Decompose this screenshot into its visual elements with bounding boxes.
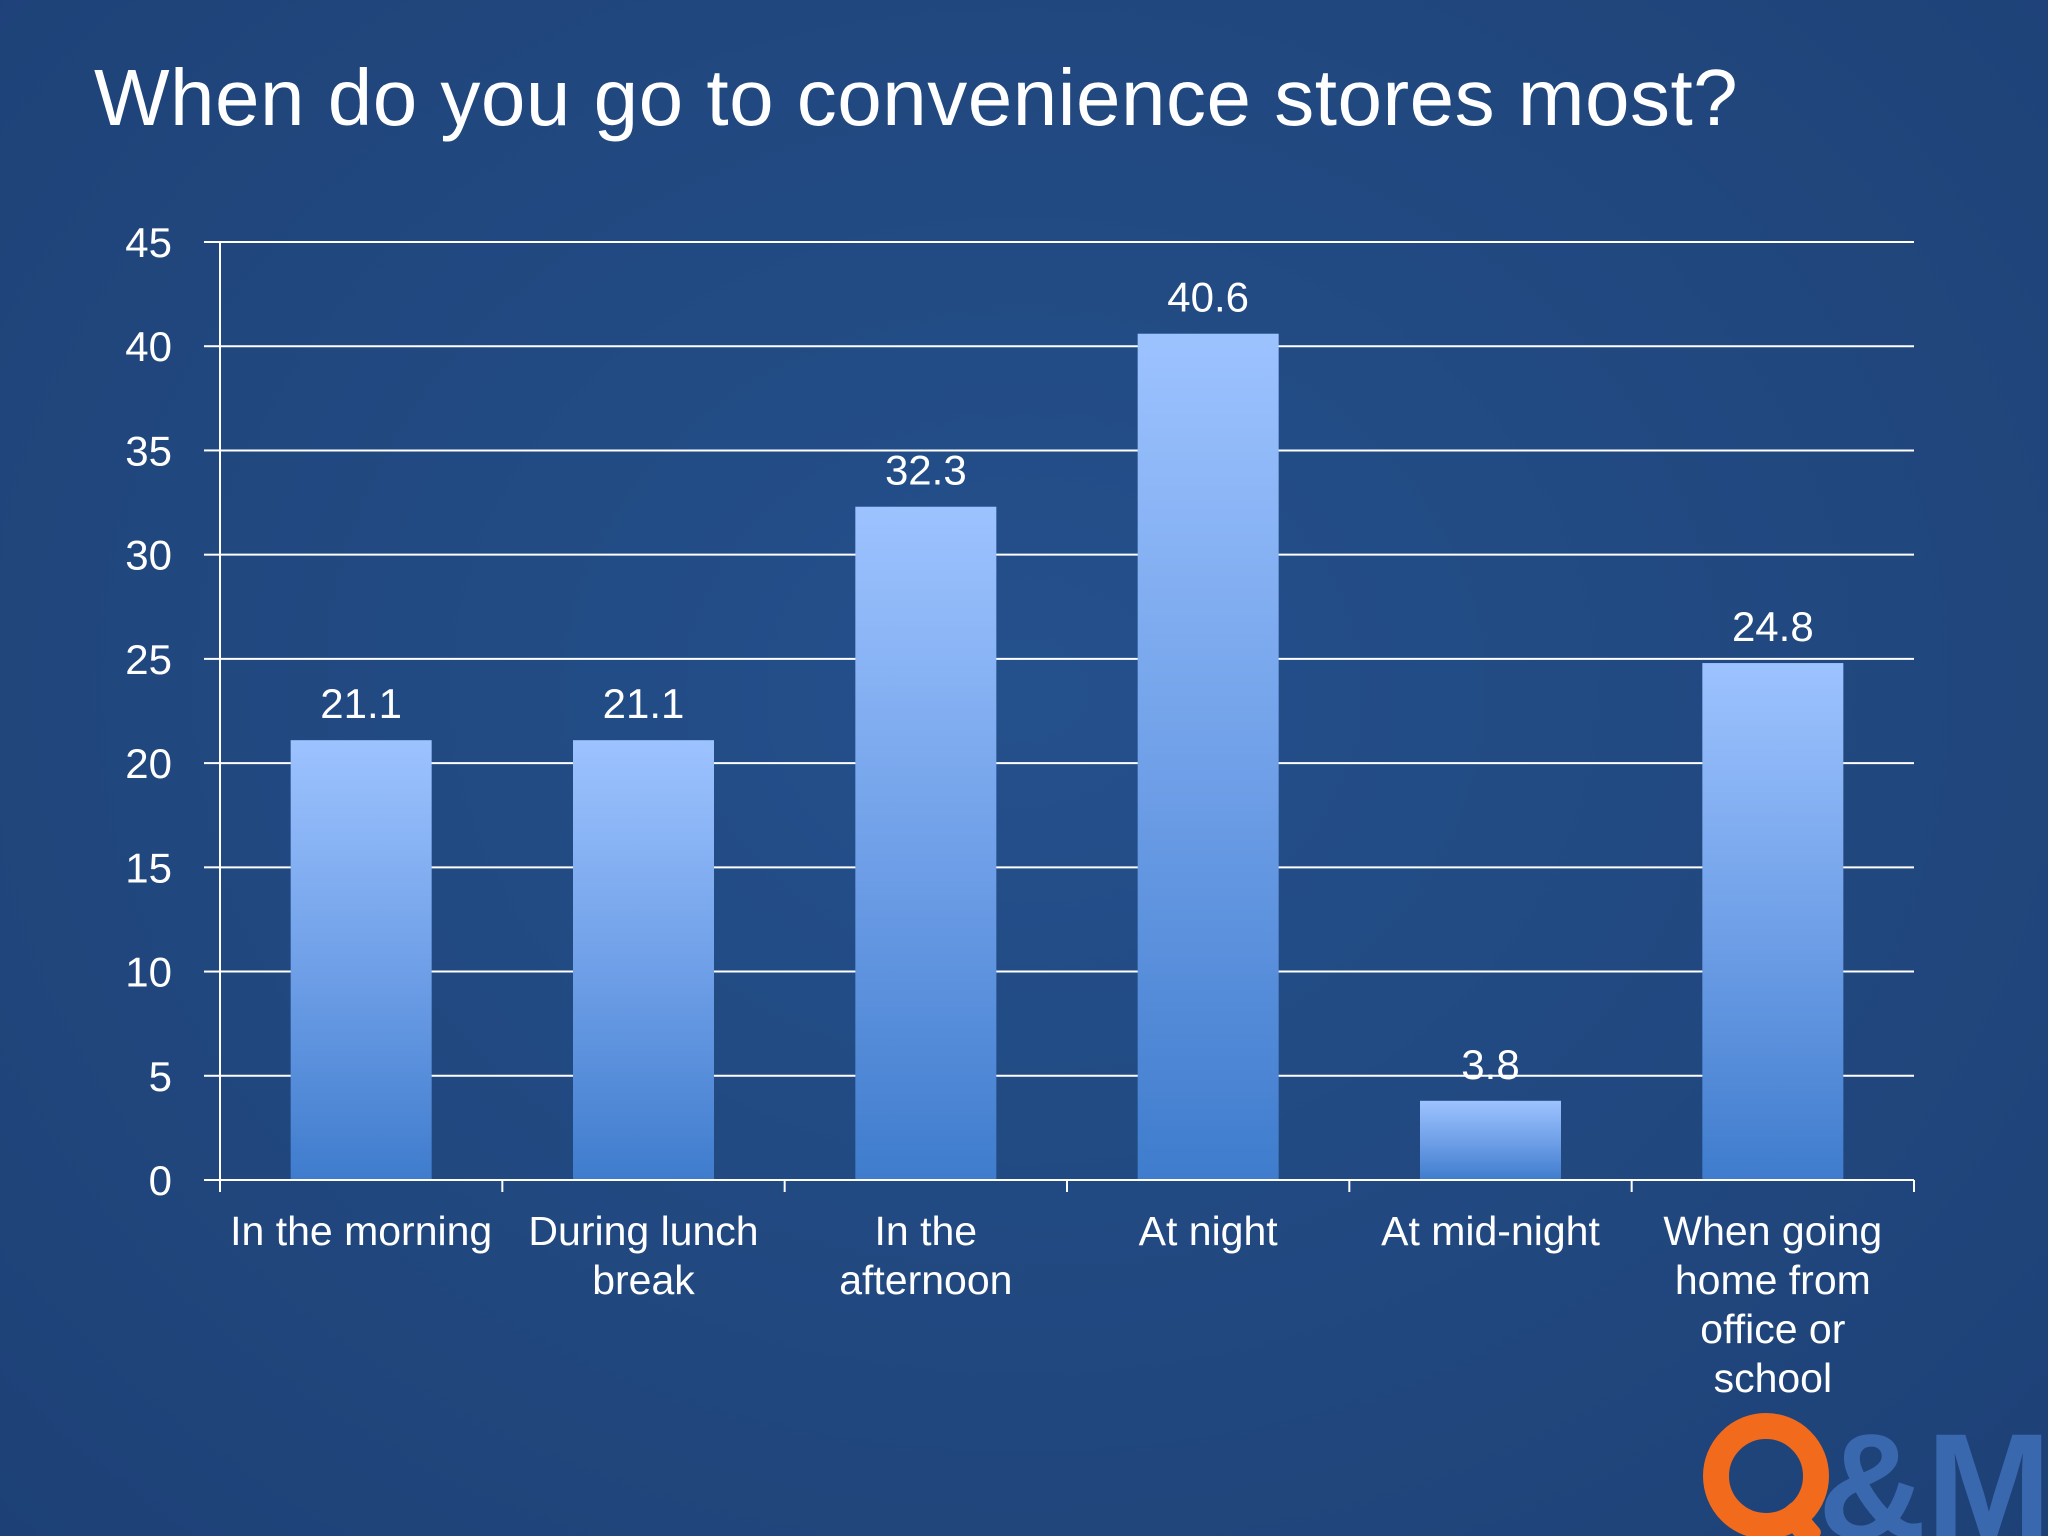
x-tick-label-line: During lunch [528, 1208, 758, 1254]
x-tick-label-line: school [1714, 1355, 1833, 1401]
axes [204, 241, 1915, 1192]
q-and-me-logo: &Me [1700, 1410, 2048, 1536]
chart-title: When do you go to convenience stores mos… [94, 53, 1739, 142]
x-tick-label-line: In the [875, 1208, 978, 1254]
x-tick-label: In the afternoon [839, 1208, 1012, 1303]
y-tick-label: 35 [125, 427, 172, 474]
bar [1420, 1100, 1561, 1180]
svg-text:&Me: &Me [1818, 1410, 2048, 1536]
x-tick-label: In the morning [230, 1208, 492, 1254]
bar [1702, 663, 1844, 1180]
y-tick-label: 45 [125, 219, 172, 266]
x-tick-label: At mid-night [1381, 1208, 1600, 1254]
y-tick-label: 15 [125, 844, 172, 891]
x-tick-label-line: When going [1663, 1208, 1882, 1254]
x-tick-label-line: office or [1700, 1306, 1845, 1352]
data-label: 24.8 [1732, 603, 1814, 650]
bars [290, 333, 1844, 1180]
x-tick-label-line: home from [1675, 1257, 1871, 1303]
data-label: 3.8 [1461, 1041, 1519, 1088]
gridlines [220, 241, 1914, 1077]
bar [1137, 333, 1279, 1180]
x-tick-label-line: In the morning [230, 1208, 492, 1254]
y-tick-label: 40 [125, 323, 172, 370]
bar [573, 740, 714, 1180]
y-tick-label: 25 [125, 636, 172, 683]
x-tick-label-line: afternoon [839, 1257, 1012, 1303]
x-tick-label-line: At night [1139, 1208, 1279, 1254]
data-label: 21.1 [320, 680, 402, 727]
bar [855, 506, 997, 1180]
data-label: 32.3 [885, 447, 967, 494]
x-tick-label: During lunch break [528, 1208, 758, 1303]
bar [290, 740, 432, 1180]
x-tick-label-line: At mid-night [1381, 1208, 1600, 1254]
x-tick-label: At night [1139, 1208, 1279, 1254]
x-tick-label: When going home from office or school [1663, 1208, 1882, 1401]
y-tick-label: 10 [125, 949, 172, 996]
y-tick-label: 0 [149, 1157, 172, 1204]
data-label: 21.1 [603, 680, 685, 727]
y-tick-label: 30 [125, 532, 172, 579]
x-tick-label-line: break [592, 1257, 695, 1303]
data-label: 40.6 [1167, 274, 1249, 321]
y-tick-label: 20 [125, 740, 172, 787]
q-and-me-logo-icon: &Me [1703, 1410, 2048, 1536]
labels: 0 5 10 15 20 25 30 35 40 45 21.1 In the morning 21.1… [125, 219, 1882, 1401]
y-tick-label: 5 [149, 1053, 172, 1100]
